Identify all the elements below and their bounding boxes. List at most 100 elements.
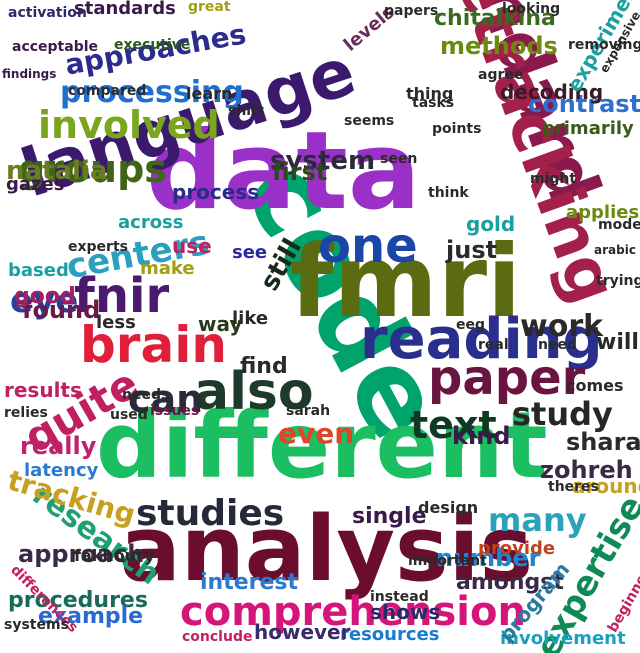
- word-really: really: [20, 432, 97, 460]
- word-sarah: sarah: [286, 403, 331, 419]
- word-however: however: [254, 620, 351, 644]
- word-executive: executive: [114, 37, 191, 53]
- word-gazes: gazes: [6, 174, 65, 195]
- word-tasks: tasks: [412, 95, 455, 111]
- word-need: need: [538, 337, 577, 353]
- word-great: great: [188, 0, 231, 15]
- word-interest: interest: [200, 570, 299, 595]
- word-natalia: natalia: [6, 156, 108, 186]
- word-approach: approach: [18, 540, 145, 568]
- word-way: way: [198, 312, 243, 336]
- word-trying: trying: [596, 273, 640, 289]
- word-involvement: involvement: [500, 628, 626, 649]
- word-removing: removing: [568, 37, 640, 53]
- word-provide: provide: [478, 538, 556, 559]
- word-around: around: [572, 474, 640, 498]
- word-fakhoury: fakhoury: [74, 546, 155, 565]
- word-comes: comes: [566, 376, 624, 395]
- word-brain: brain: [80, 316, 227, 374]
- word-use: use: [172, 234, 212, 258]
- word-conclude: conclude: [182, 629, 253, 645]
- word-experts: experts: [68, 239, 128, 255]
- word-seen: seen: [380, 151, 418, 167]
- word-single: single: [352, 504, 427, 529]
- word-primarily: primarily: [542, 118, 634, 139]
- word-first: first: [272, 158, 328, 186]
- word-good: good: [14, 284, 76, 309]
- word-studies: studies: [136, 493, 285, 534]
- word-standards: standards: [74, 0, 176, 19]
- word-across: across: [118, 212, 184, 233]
- word-kind: kind: [452, 422, 511, 450]
- word-work: work: [520, 309, 604, 344]
- word-comprehension: comprehension: [180, 589, 526, 635]
- word-chitalkina: chitalkina: [434, 6, 556, 31]
- word-example: example: [38, 604, 144, 629]
- word-latency: latency: [24, 460, 99, 481]
- word-study: study: [512, 395, 613, 433]
- word-procedures: procedures: [8, 588, 148, 613]
- word-applies: applies: [566, 202, 640, 223]
- word-involved: involved: [38, 103, 220, 147]
- word-reading: reading: [360, 307, 603, 372]
- word-fnir: fnir: [74, 268, 170, 324]
- word-decoding: decoding: [500, 80, 604, 104]
- word-many: many: [488, 501, 587, 539]
- word-one: one: [318, 218, 418, 274]
- word-eye: eye: [10, 281, 79, 321]
- word-issues: issues: [150, 403, 200, 419]
- word-like: like: [232, 308, 269, 329]
- word-seems: seems: [344, 113, 395, 129]
- word-resources: resources: [340, 624, 440, 645]
- word-compared: compared: [68, 83, 147, 99]
- word-even: even: [278, 417, 355, 450]
- word-data: data: [146, 109, 421, 234]
- word-eeg: eeg: [456, 317, 486, 333]
- word-processing: processing: [60, 75, 244, 110]
- word-contrast: contrast: [528, 90, 640, 118]
- word-found: found: [22, 296, 101, 324]
- word-number: number: [436, 544, 541, 572]
- word-will: will: [596, 330, 639, 355]
- word-can: can: [128, 377, 204, 421]
- word-used: used: [110, 407, 148, 423]
- word-learn: learn: [186, 84, 233, 103]
- word-instead: instead: [370, 589, 429, 605]
- word-agree: agree: [478, 67, 524, 83]
- word-text: text: [410, 403, 497, 447]
- word-shift: shift: [228, 103, 264, 119]
- word-amongst: amongst: [456, 570, 564, 595]
- word-acceptable: acceptable: [12, 39, 99, 55]
- word-see: see: [232, 242, 268, 263]
- word-sharafi: sharafi: [566, 428, 640, 456]
- word-real: real: [478, 337, 509, 353]
- word-fmri: fmri: [290, 223, 522, 340]
- word-process: process: [172, 180, 260, 204]
- word-looking: looking: [502, 1, 561, 17]
- word-find: find: [240, 354, 288, 379]
- word-points: points: [432, 121, 482, 137]
- word-results: results: [4, 378, 82, 402]
- word-shows: shows: [370, 600, 441, 624]
- word-papers: papers: [384, 3, 439, 19]
- word-relies: relies: [4, 405, 48, 421]
- word-system: system: [270, 146, 376, 176]
- word-model: model: [598, 217, 640, 233]
- word-paper: paper: [428, 350, 586, 406]
- word-think: think: [428, 185, 469, 201]
- word-methods: methods: [440, 32, 558, 60]
- word-less: less: [96, 312, 136, 333]
- word-needs: needs: [122, 387, 170, 403]
- word-based: based: [8, 260, 69, 281]
- word-activation: activation: [8, 5, 87, 21]
- word-analysis: analysis: [120, 497, 534, 602]
- word-make: make: [140, 258, 195, 279]
- word-different: different: [96, 392, 548, 499]
- word-thing: thing: [406, 84, 454, 103]
- word-findings: findings: [2, 67, 57, 81]
- word-theres: theres: [548, 479, 599, 495]
- word-groups: groups: [18, 147, 167, 191]
- word-systems: systems: [4, 617, 69, 633]
- word-gold: gold: [466, 212, 516, 236]
